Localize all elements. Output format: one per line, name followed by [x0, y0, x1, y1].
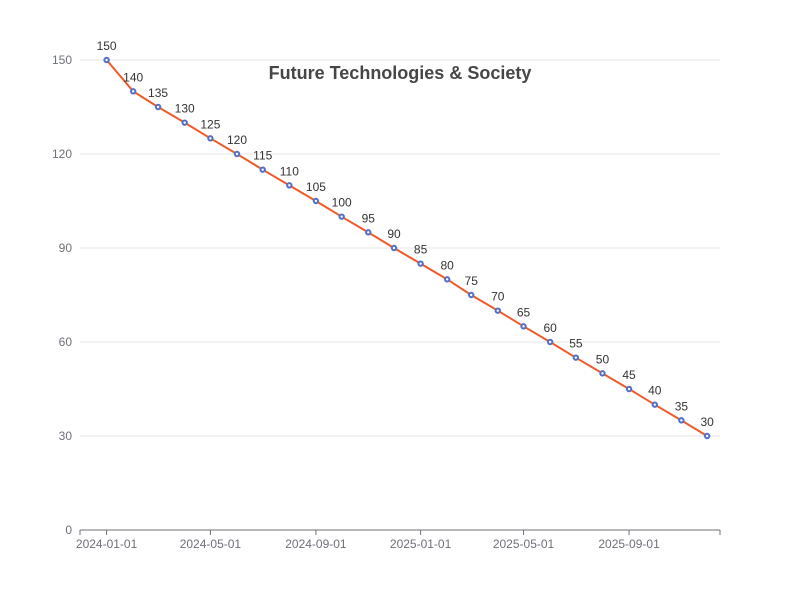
data-labels: 150 140 135 130 125 120 115 110 105 100 95 90 85 80 75…: [97, 39, 715, 429]
series: [103, 56, 711, 440]
data-label: 60: [543, 321, 557, 335]
data-point[interactable]: [181, 119, 188, 126]
data-label: 110: [280, 164, 299, 178]
data-point[interactable]: [520, 323, 527, 330]
data-label: 65: [517, 305, 531, 319]
data-point[interactable]: [103, 56, 110, 64]
data-point[interactable]: [678, 417, 685, 424]
data-label: 105: [306, 180, 326, 194]
y-tick-label: 60: [59, 335, 73, 349]
data-label: 75: [465, 274, 479, 288]
data-label: 55: [569, 337, 583, 351]
data-label: 130: [175, 102, 195, 116]
data-point[interactable]: [468, 291, 475, 299]
data-point[interactable]: [599, 370, 606, 377]
data-point[interactable]: [312, 197, 320, 205]
data-label: 95: [362, 211, 376, 225]
data-label: 45: [622, 368, 636, 382]
data-point[interactable]: [154, 103, 162, 111]
data-label: 120: [227, 133, 247, 147]
y-tick-label: 150: [52, 53, 72, 67]
data-point[interactable]: [338, 213, 345, 220]
chart-title: Future Technologies & Society: [269, 63, 532, 83]
x-tick-label: 2024-01-01: [76, 537, 138, 551]
data-point[interactable]: [365, 229, 372, 236]
x-tick-label: 2024-09-01: [285, 537, 347, 551]
y-tick-label: 120: [52, 147, 72, 161]
x-tick-label: 2025-01-01: [390, 537, 452, 551]
data-point[interactable]: [259, 166, 266, 173]
data-point[interactable]: [651, 401, 658, 408]
series-line: [105, 59, 708, 437]
data-point[interactable]: [390, 244, 398, 252]
grid: [80, 59, 720, 437]
data-point[interactable]: [546, 338, 554, 346]
y-tick-label: 90: [59, 241, 73, 255]
data-label: 35: [675, 399, 689, 413]
data-point[interactable]: [703, 432, 711, 440]
data-point[interactable]: [233, 150, 241, 158]
data-point[interactable]: [129, 88, 137, 95]
data-point[interactable]: [417, 260, 424, 267]
data-label: 50: [596, 352, 610, 366]
data-label: 40: [648, 384, 662, 398]
data-label: 90: [387, 227, 401, 241]
data-label: 100: [332, 196, 352, 210]
data-point[interactable]: [625, 385, 633, 393]
y-tick-label: 0: [65, 523, 72, 537]
data-point[interactable]: [572, 354, 580, 361]
x-tick-label: 2024-05-01: [180, 537, 242, 551]
data-label: 80: [441, 258, 455, 272]
data-label: 70: [491, 290, 505, 304]
data-point[interactable]: [207, 135, 214, 142]
data-point[interactable]: [443, 276, 451, 283]
data-label: 125: [200, 117, 220, 131]
data-label: 85: [414, 243, 428, 257]
data-label: 115: [253, 149, 272, 163]
data-point[interactable]: [286, 182, 293, 189]
data-label: 30: [700, 415, 714, 429]
data-label: 150: [97, 39, 117, 53]
y-tick-label: 30: [59, 429, 73, 443]
x-tick-label: 2025-09-01: [598, 537, 660, 551]
data-label: 140: [123, 70, 143, 84]
data-label: 135: [148, 86, 168, 100]
data-point[interactable]: [494, 307, 502, 314]
axes: 0 30 60 90 120 150 2024-01-01 2024-05-01 2024-09…: [52, 53, 721, 551]
x-tick-label: 2025-05-01: [493, 537, 555, 551]
